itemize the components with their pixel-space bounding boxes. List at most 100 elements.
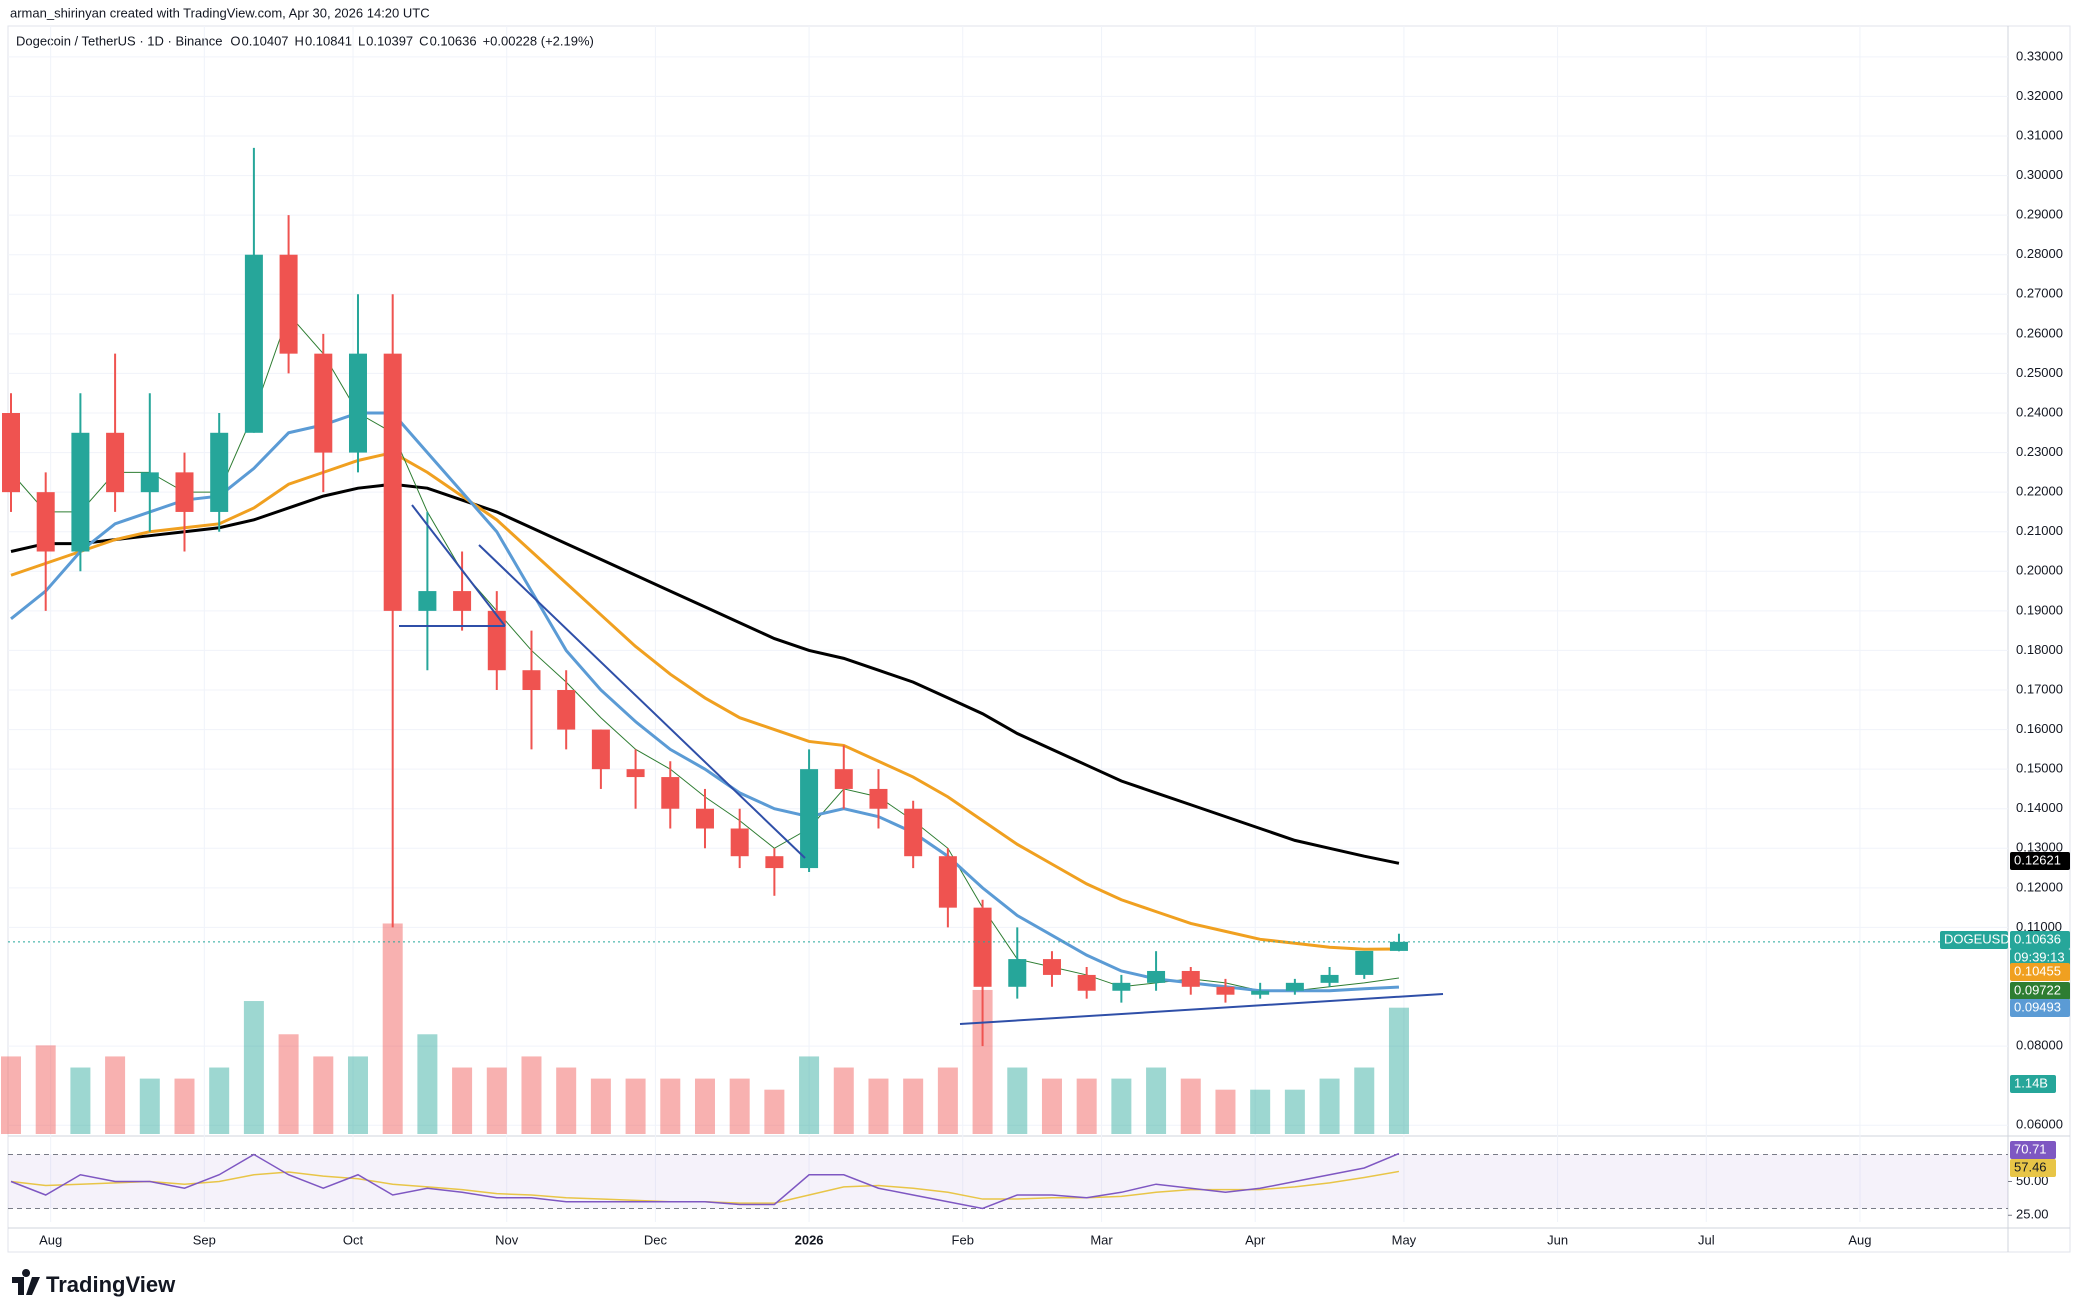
- y-tick-label: 0.32000: [2016, 88, 2063, 103]
- candle-body: [2, 413, 20, 493]
- volume-bar: [1319, 1078, 1340, 1134]
- candle-body: [730, 828, 749, 857]
- volume-bar: [1076, 1078, 1097, 1134]
- symbol-tag: DOGEUSDT: [1944, 931, 2018, 946]
- rsi-pane: [8, 1152, 2012, 1216]
- candle-body: [279, 254, 298, 354]
- volume-bar: [590, 1078, 611, 1134]
- candle-body: [1112, 982, 1131, 991]
- candle-body: [1181, 970, 1200, 987]
- ohlc-value: 0.10407: [242, 33, 289, 48]
- candle-body: [834, 769, 853, 789]
- candle-body: [348, 353, 367, 453]
- ohlc-value: 0.10636: [430, 33, 477, 48]
- volume-bar: [1111, 1078, 1132, 1134]
- ma-tag: 0.10455: [2014, 963, 2061, 978]
- volume-bar: [1284, 1089, 1305, 1134]
- y-tick-label: 0.16000: [2016, 721, 2063, 736]
- candle-body: [453, 591, 472, 611]
- volume-bar: [1180, 1078, 1201, 1134]
- candle-body: [1147, 970, 1166, 983]
- candle-body: [140, 472, 159, 493]
- rsi-tag-bg: [2010, 1141, 2056, 1159]
- volume-bar: [625, 1078, 646, 1134]
- candle-body: [765, 856, 784, 869]
- rsi-tag: 70.71: [2014, 1141, 2047, 1156]
- y-tick-label: 0.06000: [2016, 1117, 2063, 1132]
- countdown-tag-bg: [2010, 949, 2070, 967]
- volume-bar: [1354, 1067, 1375, 1134]
- y-tick-label: 0.27000: [2016, 286, 2063, 301]
- volume-bar: [799, 1056, 820, 1134]
- volume-tag: 1.14B: [2014, 1075, 2048, 1090]
- x-tick-label: Jun: [1547, 1232, 1568, 1247]
- last-price-tag: 0.10636: [2014, 931, 2061, 946]
- volume-bar: [1146, 1067, 1167, 1134]
- ohlc-letter: O: [230, 33, 240, 48]
- volume-bar: [868, 1078, 889, 1134]
- rsi-signal-tag: 57.46: [2014, 1159, 2047, 1174]
- x-tick-label: Mar: [1090, 1232, 1113, 1247]
- volume-bar: [694, 1078, 715, 1134]
- legend: Dogecoin / TetherUS · 1D · Binance: [16, 33, 222, 48]
- y-tick-label: 0.08000: [2016, 1038, 2063, 1053]
- y-tick-label: 0.29000: [2016, 207, 2063, 222]
- y-tick-label: 0.14000: [2016, 800, 2063, 815]
- credit: arman_shirinyan created with TradingView…: [10, 5, 430, 20]
- drawings: [399, 504, 1444, 1025]
- volume-bar: [105, 1056, 126, 1134]
- logo-icon: [12, 1269, 40, 1295]
- volume-bar: [1250, 1089, 1271, 1134]
- volume-bar: [1041, 1078, 1062, 1134]
- candle-body: [244, 254, 263, 433]
- symbol-tag-bg: [1940, 931, 2008, 949]
- grid: [8, 26, 2008, 1222]
- x-tick-label: Jul: [1698, 1232, 1715, 1247]
- last-price-tag-bg: [2010, 931, 2070, 949]
- candle-body: [418, 591, 437, 611]
- volume-bar: [521, 1056, 542, 1134]
- candles: [2, 147, 2008, 1047]
- ohlc-value: 0.10841: [305, 33, 352, 48]
- moving-average: [10, 482, 1400, 865]
- rsi-tick-label: 25.00: [2016, 1207, 2049, 1222]
- x-tick-label: Aug: [1848, 1232, 1871, 1247]
- volume-bar: [1388, 1007, 1409, 1134]
- ohlc-letter: C: [419, 33, 428, 48]
- y-tick-label: 0.25000: [2016, 365, 2063, 380]
- candle-body: [938, 856, 957, 908]
- ma-tag-bg: [2010, 999, 2070, 1017]
- y-tick-label: 0.23000: [2016, 444, 2063, 459]
- ma-tag: 0.12621: [2014, 852, 2061, 867]
- candle-body: [591, 729, 610, 770]
- candle-body: [1285, 982, 1304, 991]
- moving-average: [10, 411, 1400, 993]
- x-tick-label: Oct: [343, 1232, 364, 1247]
- y-tick-label: 0.26000: [2016, 325, 2063, 340]
- candle-body: [1008, 959, 1027, 987]
- ma-tag: 0.09493: [2014, 999, 2061, 1014]
- candle-body: [487, 610, 506, 671]
- volume: [1, 923, 1409, 1134]
- candle-body: [71, 432, 90, 552]
- y-tick-label: 0.30000: [2016, 167, 2063, 182]
- y-tick-label: 0.11000: [2016, 919, 2062, 934]
- candle-body: [1355, 950, 1374, 975]
- y-tick-label: 0.20000: [2016, 563, 2063, 578]
- frame: [7, 25, 2071, 1253]
- candle-body: [800, 769, 819, 869]
- volume-bar: [1, 1056, 21, 1134]
- candle-body: [557, 690, 576, 730]
- ma-tag-bg: [2010, 963, 2070, 981]
- x-tick-label: Dec: [644, 1232, 668, 1247]
- candle-body: [1216, 986, 1235, 995]
- y-tick-label: 0.12000: [2016, 879, 2063, 894]
- candle-body: [36, 492, 55, 552]
- y-tick-label: 0.15000: [2016, 761, 2063, 776]
- candle-body: [695, 808, 714, 829]
- volume-bar: [556, 1067, 577, 1134]
- volume-bar: [278, 1034, 299, 1134]
- moving-average: [10, 450, 1399, 951]
- candle-body: [175, 472, 194, 512]
